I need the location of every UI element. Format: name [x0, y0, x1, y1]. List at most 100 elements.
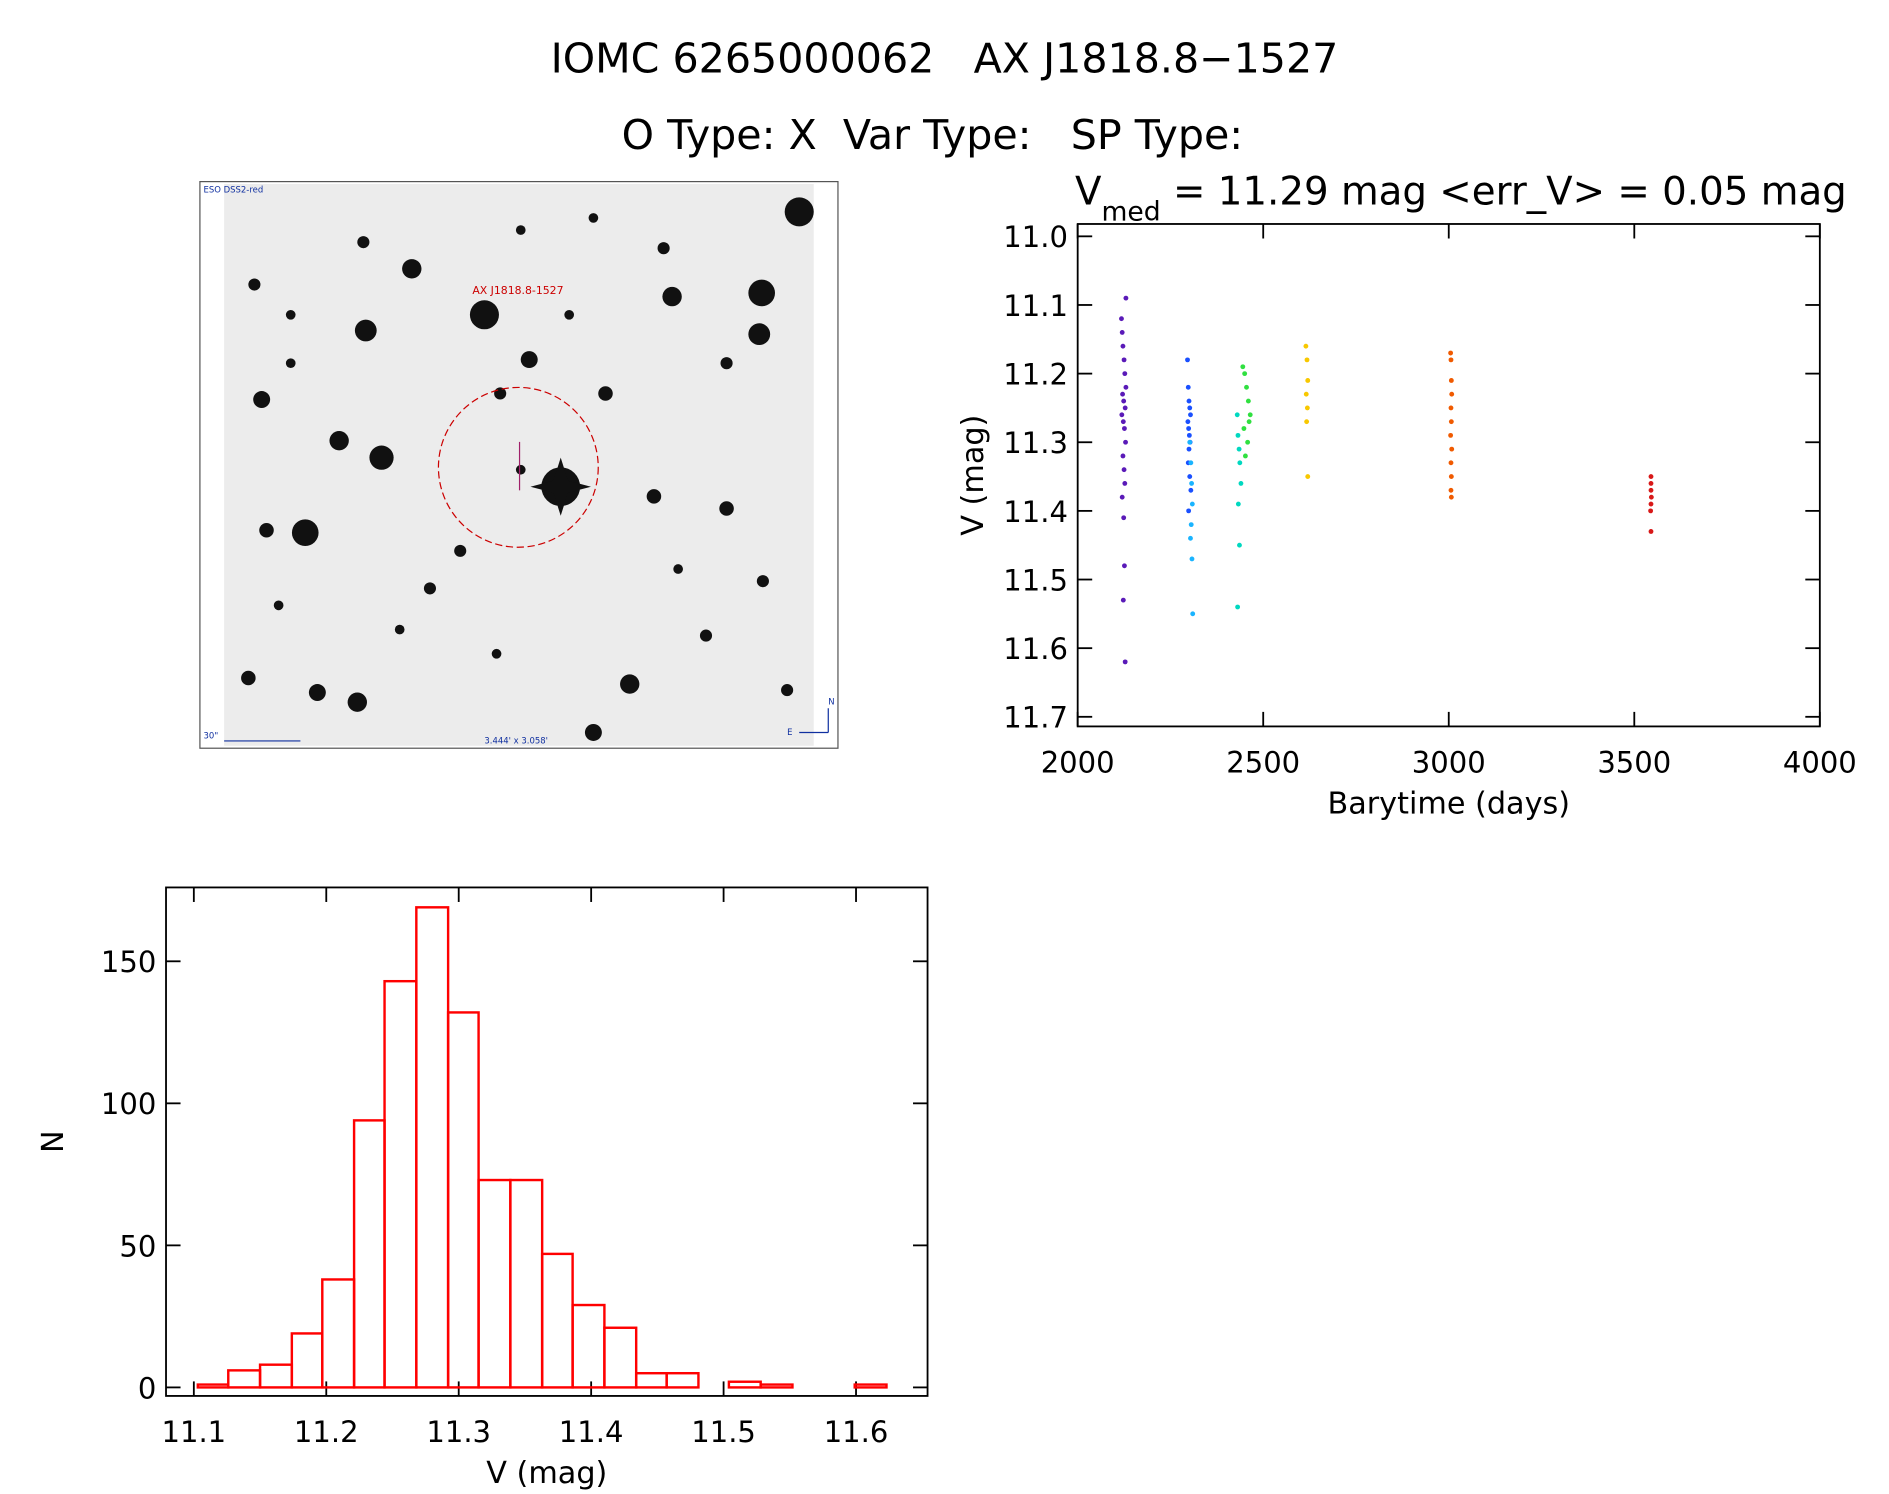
data-point [1304, 357, 1310, 363]
histogram-bar [290, 1332, 324, 1389]
data-point [1187, 405, 1193, 411]
data-point [1648, 529, 1654, 534]
y-tick-label: 11.3 [1003, 426, 1068, 460]
data-point [1235, 501, 1241, 507]
data-point [1648, 508, 1654, 514]
data-point [1188, 522, 1194, 528]
error-circle [437, 386, 599, 548]
y-axis-label: V (mag) [956, 415, 991, 536]
histogram-bar [196, 1383, 230, 1389]
data-point [1305, 378, 1311, 383]
y-axis-label: N [36, 1130, 71, 1153]
data-point [1122, 563, 1127, 569]
north-label: N [828, 697, 834, 707]
y-tick-label: 0 [138, 1371, 156, 1405]
data-point [1186, 508, 1192, 514]
target-label: AX J1818.8-1527 [472, 284, 563, 297]
data-point [1245, 439, 1251, 445]
histogram-bar [759, 1383, 794, 1389]
data-point [1244, 384, 1249, 390]
data-point [1121, 515, 1127, 521]
data-point [1185, 357, 1190, 363]
data-point [1237, 460, 1243, 466]
data-point [1186, 446, 1192, 452]
data-point [1188, 412, 1193, 418]
data-point [1187, 474, 1193, 479]
data-point [1234, 412, 1240, 418]
x-axis-label: Barytime (days) [1327, 787, 1570, 822]
east-label: E [787, 727, 792, 737]
data-point [1304, 419, 1310, 425]
data-point [1122, 405, 1128, 411]
y-tick-label: 11.5 [1003, 563, 1068, 597]
data-point [1448, 474, 1454, 479]
data-point [1242, 453, 1248, 459]
histogram-bar [509, 1178, 544, 1389]
data-point [1121, 467, 1127, 473]
page-subtitle: O Type: X Var Type: SP Type: [622, 111, 1244, 159]
y-tick-label: 11.4 [1003, 495, 1068, 529]
x-tick-label: 3500 [1597, 745, 1671, 779]
data-point [1121, 357, 1127, 363]
histogram-bar [477, 1178, 512, 1389]
data-point [1449, 391, 1455, 397]
histogram-bar [321, 1278, 356, 1389]
x-tick-label: 11.5 [691, 1415, 756, 1449]
data-point [1648, 481, 1654, 486]
title-part: V [1075, 170, 1102, 215]
histogram-bar [665, 1371, 700, 1389]
data-point [1119, 412, 1125, 418]
data-point [1186, 398, 1192, 404]
x-tick-label: 4000 [1783, 745, 1857, 779]
data-point [1449, 446, 1455, 452]
data-point [1303, 343, 1309, 349]
data-point [1235, 604, 1241, 610]
survey-label: ESO DSS2-red [204, 185, 264, 195]
compass [799, 708, 829, 734]
chart-title: Vmed = 11.29 mag <err_V> = 0.05 mag [1075, 170, 1847, 227]
data-point [1188, 487, 1194, 493]
x-axis-label: V (mag) [486, 1456, 607, 1491]
data-point [1120, 391, 1125, 397]
data-point [1235, 432, 1241, 438]
data-point [1120, 453, 1126, 459]
histogram-bar [571, 1303, 606, 1389]
data-point [1122, 659, 1128, 665]
y-tick-label: 50 [119, 1229, 156, 1263]
size-label: 3.444' x 3.058' [484, 735, 548, 745]
data-point [1123, 439, 1128, 445]
data-point [1189, 501, 1195, 507]
data-point [1120, 597, 1126, 603]
data-point [1120, 419, 1126, 425]
y-tick-label: 11.6 [1003, 632, 1068, 666]
data-point [1448, 419, 1454, 425]
data-point [1123, 384, 1129, 390]
histogram-bar [634, 1371, 668, 1389]
histogram-bar [258, 1363, 294, 1389]
x-tick-label: 2500 [1226, 745, 1300, 779]
histogram-bar [603, 1326, 638, 1389]
data-point [1119, 330, 1125, 335]
data-point [1186, 426, 1192, 431]
data-point [1237, 542, 1242, 548]
data-point [1303, 391, 1309, 397]
y-tick-label: 11.7 [1003, 701, 1068, 735]
histogram-bar [383, 979, 418, 1389]
data-point [1448, 350, 1454, 356]
data-point [1304, 405, 1310, 411]
data-point [1448, 357, 1454, 363]
x-tick-label: 11.1 [161, 1415, 226, 1449]
data-point [1448, 432, 1454, 438]
y-tick-label: 150 [101, 945, 156, 979]
scale-label: 30" [204, 731, 219, 741]
y-tick-label: 100 [101, 1087, 156, 1121]
data-point [1187, 439, 1193, 445]
data-point [1241, 426, 1247, 431]
data-point [1247, 412, 1253, 418]
data-point [1448, 460, 1454, 466]
data-point [1246, 419, 1252, 425]
data-point [1120, 343, 1126, 349]
data-point [1448, 494, 1454, 500]
